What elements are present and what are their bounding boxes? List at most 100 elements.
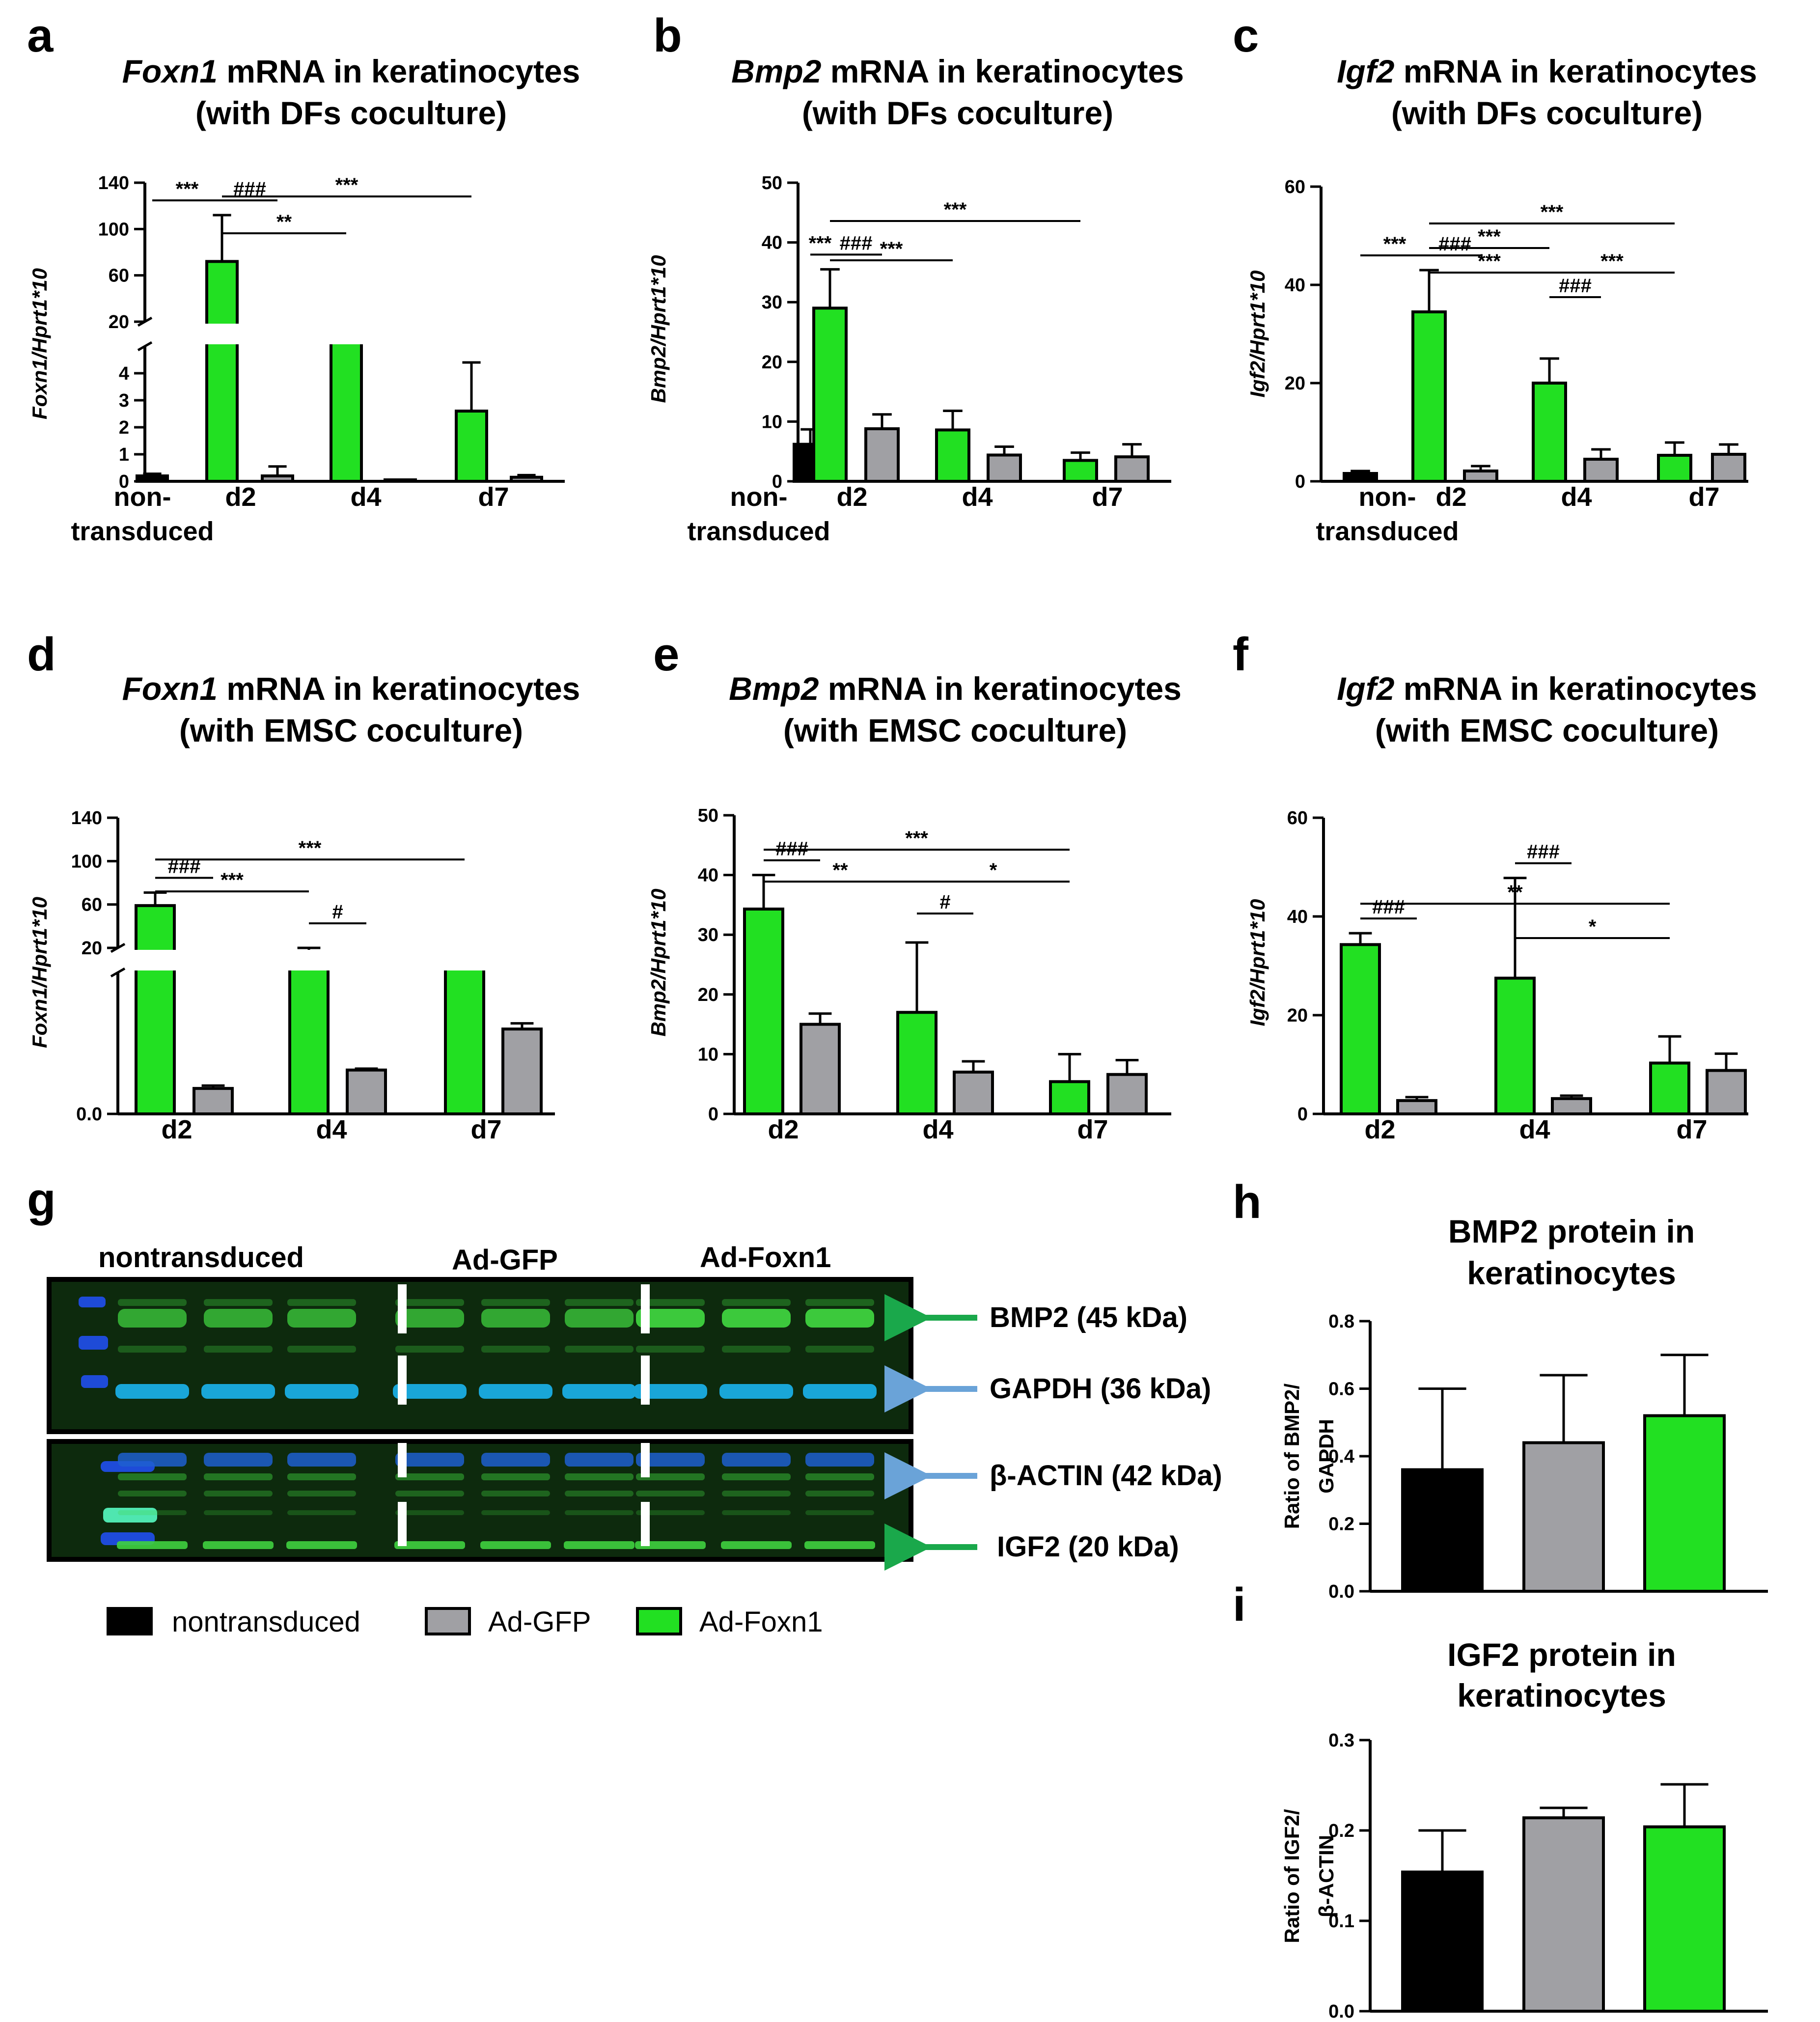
- y-tick-label: 0.3: [1328, 1730, 1354, 1751]
- x-tick-label: d2: [768, 1115, 799, 1144]
- legend-label-ad-gfp: Ad-GFP: [488, 1606, 591, 1638]
- bar-ad_foxn1: [743, 907, 784, 1115]
- legend: nontransduced Ad-GFP Ad-Foxn1: [107, 1606, 823, 1638]
- x-tick-label: d2: [225, 482, 256, 512]
- band-bmp2: [204, 1309, 273, 1328]
- chart-panel-d: d Foxn1 mRNA in keratinocytes (with EMSC c…: [27, 628, 580, 1144]
- band-beta-actin: [722, 1453, 791, 1467]
- bar-ad_foxn1: [1649, 1061, 1690, 1116]
- significance-label: ***: [299, 837, 322, 859]
- blot-lane: [721, 1453, 792, 1549]
- bar-ad_gfp: [800, 1023, 841, 1116]
- band-gapdh: [803, 1384, 877, 1399]
- chart-panel-b: b Bmp2 mRNA in keratinocytes (with DFs coc…: [647, 9, 1184, 546]
- band-gapdh: [115, 1384, 189, 1399]
- significance-label: *: [1589, 916, 1597, 938]
- band-label-beta-actin: β-ACTIN (42 kDa): [990, 1460, 1222, 1492]
- significance-label: ###: [1438, 233, 1471, 255]
- significance-label: ***: [1541, 201, 1564, 223]
- x-tick-label: non-: [114, 482, 171, 512]
- chart-subtitle: (with EMSC coculture): [1375, 712, 1719, 748]
- x-tick-label: d7: [1676, 1115, 1707, 1144]
- y-tick-label: 4: [119, 363, 129, 384]
- panel-label-c: c: [1233, 9, 1259, 62]
- y-tick-label: 0.0: [1328, 2001, 1354, 2022]
- y-tick-label: 1: [119, 444, 129, 465]
- y-tick-label: 40: [762, 233, 782, 253]
- band-bmp2: [118, 1309, 187, 1328]
- blot-lane: [201, 1299, 275, 1399]
- bar-ad_gfp: [261, 474, 294, 483]
- significance-label: ***: [335, 174, 358, 196]
- panel-label-g: g: [27, 1173, 56, 1226]
- band-beta-actin: [636, 1453, 705, 1467]
- blot-lane: [285, 1299, 358, 1399]
- blot-lane: [635, 1453, 706, 1549]
- band-bmp2: [395, 1309, 464, 1328]
- western-blot-panel: g nontransduced Ad-GFP Ad-Foxn1 BMP2 (4: [27, 1173, 1222, 1571]
- x-tick-label: non-: [730, 482, 788, 512]
- band-beta-actin: [118, 1453, 187, 1467]
- significance-label: ###: [1559, 275, 1592, 297]
- y-axis-label: Bmp2/Hprt1*10: [647, 255, 670, 403]
- significance-label: #: [332, 901, 343, 923]
- band-bmp2: [805, 1309, 874, 1328]
- blot-group-label-ad-gfp: Ad-GFP: [452, 1244, 558, 1276]
- blot-lane: [804, 1453, 875, 1549]
- band-bmp2: [481, 1309, 550, 1328]
- y-tick-label: 50: [698, 805, 718, 826]
- y-tick-label: 30: [698, 925, 718, 945]
- y-tick-label: 20: [82, 938, 102, 959]
- chart-subtitle: keratinocytes: [1457, 1677, 1666, 1714]
- chart-title-gene: Igf2: [1337, 53, 1395, 89]
- x-tick-label: d4: [350, 482, 381, 512]
- x-tick-label: d4: [922, 1115, 953, 1144]
- chart-subtitle: (with DFs coculture): [802, 95, 1113, 131]
- bar-ad_foxn1: [1643, 1414, 1726, 1593]
- y-axis-label: Igf2/Hprt1*10: [1246, 899, 1269, 1026]
- band-label-igf2: IGF2 (20 kDa): [997, 1531, 1179, 1563]
- significance-label: ***: [1478, 226, 1501, 248]
- bar-ad_gfp: [1711, 453, 1746, 483]
- band-igf2: [117, 1541, 188, 1549]
- y-tick-label: 10: [698, 1044, 718, 1065]
- significance-label: *: [990, 859, 997, 881]
- band-bmp2: [287, 1309, 356, 1328]
- blot-lane: [719, 1299, 793, 1399]
- band-igf2: [203, 1541, 274, 1549]
- bar-ad_gfp: [1706, 1069, 1747, 1116]
- x-tick-label: d2: [1435, 482, 1466, 512]
- x-tick-label: d7: [478, 482, 509, 512]
- significance-label: ###: [840, 232, 873, 254]
- blot-lane: [562, 1299, 636, 1399]
- x-tick-label: transduced: [687, 517, 830, 546]
- x-tick-label: d4: [1561, 482, 1592, 512]
- chart-title-rest: mRNA in keratinocytes: [218, 53, 580, 89]
- bar-ad_gfp: [1396, 1099, 1437, 1115]
- bar-ad_foxn1: [896, 1011, 938, 1116]
- y-tick-label: 50: [762, 173, 782, 194]
- bar-ad_foxn1: [288, 956, 330, 1115]
- y-tick-label: 2: [119, 417, 129, 438]
- bar-ad_foxn1: [1643, 1825, 1726, 2013]
- bar-ad_foxn1: [1411, 310, 1447, 483]
- legend-swatch-nontransduced: [107, 1607, 153, 1635]
- x-tick-label: transduced: [71, 517, 214, 546]
- band-bmp2: [636, 1309, 705, 1328]
- chart-title-rest: mRNA in keratinocytes: [1394, 53, 1757, 89]
- band-igf2: [480, 1541, 551, 1549]
- significance-label: ***: [1383, 233, 1406, 255]
- bar-ad_foxn1: [205, 260, 239, 483]
- significance-label: **: [832, 859, 848, 881]
- y-tick-label: 60: [1287, 808, 1308, 829]
- bar-ad_gfp: [346, 1068, 387, 1115]
- chart-panel-h: h BMP2 protein in keratinocytes Ratio of BM…: [1233, 1176, 1768, 1602]
- chart-title-rest: mRNA in keratinocytes: [819, 670, 1181, 707]
- x-tick-label: transduced: [1316, 517, 1459, 546]
- chart-panel-e: e Bmp2 mRNA in keratinocytes (with EMSC co…: [647, 628, 1182, 1144]
- y-axis-label: Foxn1/Hprt1*10: [28, 897, 51, 1048]
- blot-lane: [394, 1453, 465, 1549]
- y-tick-label: 140: [98, 173, 129, 194]
- chart-subtitle: (with DFs coculture): [195, 95, 507, 131]
